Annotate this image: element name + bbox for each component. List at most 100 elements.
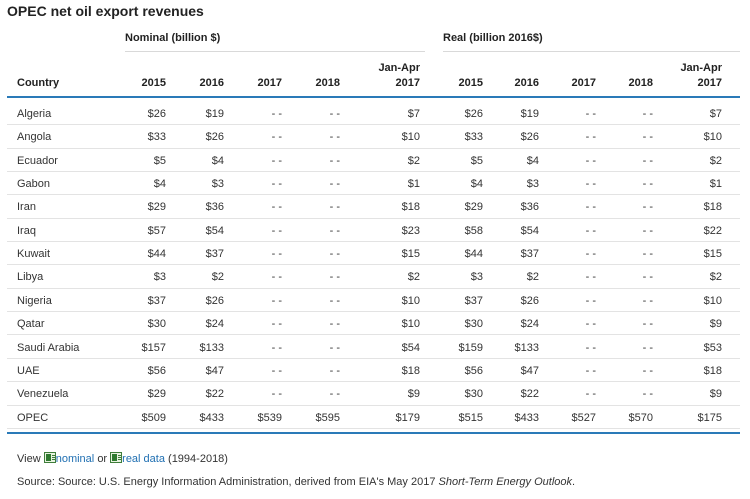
cell-nominal-janapr: $54: [401, 341, 420, 354]
spreadsheet-icon[interactable]: [110, 452, 123, 463]
real-group-header: Real (billion 2016$): [443, 32, 543, 44]
column-header-nominal-2016: 2016: [199, 77, 224, 89]
cell-real-janapr: $18: [703, 364, 722, 377]
cell-real-2015: $44: [464, 248, 483, 261]
table-row: Qatar $30 $24 - - - - $10 $30 $24 - - - - $9: [7, 312, 740, 336]
nominal-group-header: Nominal (billion $): [125, 32, 221, 44]
cell-country: Libya: [17, 271, 44, 284]
cell-nominal-janapr: $7: [407, 108, 420, 120]
cell-nominal-2018: - -: [329, 388, 340, 401]
cell-real-2018: - -: [642, 201, 653, 214]
cell-real-2016: $2: [526, 271, 539, 284]
cell-real-2018: - -: [642, 271, 653, 284]
cell-nominal-2018: - -: [329, 154, 340, 167]
source-publication-title: Short-Term Energy Outlook: [438, 476, 573, 488]
cell-nominal-2015: $57: [147, 224, 166, 237]
cell-nominal-2015: $30: [147, 318, 166, 331]
cell-country: Kuwait: [17, 248, 51, 261]
table-row: OPEC $509 $433 $539 $595 $179 $515 $433 $527 $570…: [7, 406, 740, 429]
cell-nominal-2018: - -: [329, 318, 340, 331]
cell-real-2017: - -: [585, 178, 596, 191]
cell-real-2018: - -: [642, 294, 653, 307]
cell-nominal-2016: $19: [205, 108, 224, 120]
nominal-data-link[interactable]: nominal: [55, 453, 95, 465]
cell-nominal-2015: $4: [153, 178, 166, 191]
cell-real-2018: - -: [642, 131, 653, 144]
cell-nominal-janapr: $10: [401, 294, 420, 307]
cell-nominal-2015: $29: [147, 201, 166, 214]
column-header-real-janapr: Jan-Apr 2017: [680, 62, 722, 90]
cell-nominal-2016: $26: [205, 131, 224, 144]
table-row: Iran $29 $36 - - - - $18 $29 $36 - - - - $18: [7, 195, 740, 219]
table-row: Angola $33 $26 - - - - $10 $33 $26 - - - - $10: [7, 125, 740, 149]
cell-nominal-janapr: $18: [401, 364, 420, 377]
cell-nominal-2017: - -: [271, 388, 282, 401]
column-header-country: Country: [17, 77, 60, 89]
cell-nominal-2017: - -: [271, 154, 282, 167]
cell-nominal-janapr: $9: [407, 388, 420, 401]
cell-real-2017: - -: [585, 131, 596, 144]
cell-nominal-2016: $433: [199, 411, 224, 424]
cell-nominal-2017: - -: [271, 178, 282, 191]
cell-country: Ecuador: [17, 154, 58, 167]
cell-nominal-2015: $26: [147, 108, 166, 120]
cell-real-2017: - -: [585, 224, 596, 237]
cell-real-2018: - -: [642, 318, 653, 331]
source-suffix: .: [572, 476, 576, 488]
cell-real-2018: - -: [642, 178, 653, 191]
cell-nominal-2017: - -: [271, 201, 282, 214]
cell-real-2018: - -: [642, 108, 653, 120]
cell-nominal-2018: - -: [329, 108, 340, 120]
cell-country: Venezuela: [17, 388, 69, 401]
nominal-group-divider: [125, 51, 425, 52]
cell-real-2017: - -: [585, 201, 596, 214]
cell-nominal-2018: - -: [329, 294, 340, 307]
cell-real-2015: $30: [464, 318, 483, 331]
cell-nominal-2018: - -: [329, 131, 340, 144]
view-prefix: View: [17, 453, 41, 465]
table-row: Iraq $57 $54 - - - - $23 $58 $54 - - - - $22: [7, 219, 740, 243]
cell-nominal-janapr: $2: [407, 271, 420, 284]
column-header-nominal-2015: 2015: [141, 77, 166, 89]
cell-nominal-2017: - -: [271, 364, 282, 377]
cell-real-2015: $37: [464, 294, 483, 307]
cell-country: Gabon: [17, 178, 51, 191]
cell-real-janapr: $10: [703, 131, 722, 144]
table-title: OPEC net oil export revenues: [7, 3, 204, 19]
cell-real-janapr: $53: [703, 341, 722, 354]
cell-real-janapr: $1: [709, 178, 722, 191]
cell-country: Saudi Arabia: [17, 341, 80, 354]
source-text: Source: Source: U.S. Energy Information …: [17, 476, 436, 488]
column-header-real-2016: 2016: [514, 77, 539, 89]
cell-real-2018: - -: [642, 388, 653, 401]
cell-nominal-janapr: $2: [407, 154, 420, 167]
cell-real-2017: - -: [585, 318, 596, 331]
cell-real-2015: $3: [470, 271, 483, 284]
cell-nominal-2015: $5: [153, 154, 166, 167]
spreadsheet-icon[interactable]: [43, 452, 56, 463]
cell-country: Qatar: [17, 318, 45, 331]
cell-real-janapr: $10: [703, 294, 722, 307]
view-data-line: View nominal or real data (1994-2018): [17, 452, 228, 465]
cell-nominal-2015: $509: [141, 411, 166, 424]
column-header-real-2015: 2015: [458, 77, 483, 89]
cell-real-2015: $58: [464, 224, 483, 237]
cell-real-2016: $133: [514, 341, 539, 354]
cell-real-janapr: $18: [703, 201, 722, 214]
cell-real-janapr: $7: [709, 108, 722, 120]
cell-nominal-2015: $56: [147, 364, 166, 377]
cell-real-janapr: $2: [709, 271, 722, 284]
table-row: Algeria $26 $19 - - - - $7 $26 $19 - - - - $7: [7, 102, 740, 126]
cell-nominal-2016: $37: [205, 248, 224, 261]
cell-nominal-2018: - -: [329, 271, 340, 284]
cell-nominal-janapr: $23: [401, 224, 420, 237]
cell-nominal-2016: $3: [211, 178, 224, 191]
cell-real-2016: $433: [514, 411, 539, 424]
cell-nominal-2016: $26: [205, 294, 224, 307]
column-header-nominal-janapr-line1: Jan-Apr: [378, 62, 420, 74]
range-text: (1994-2018): [168, 453, 228, 465]
cell-nominal-2017: - -: [271, 271, 282, 284]
table-row: Venezuela $29 $22 - - - - $9 $30 $22 - - - - $9: [7, 382, 740, 406]
real-data-link[interactable]: real data: [122, 453, 165, 465]
cell-nominal-2017: - -: [271, 224, 282, 237]
